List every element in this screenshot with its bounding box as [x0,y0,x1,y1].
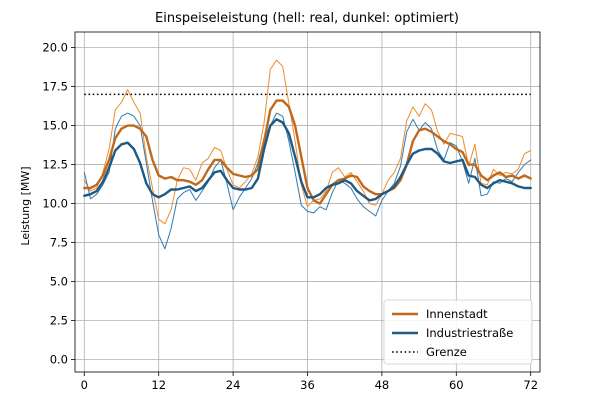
y-tick-label: 20.0 [42,41,68,55]
y-tick-label: 0.0 [50,353,68,367]
y-axis-label: Leistung [MW] [19,166,32,245]
axis-layer: 0 12 24 36 48 60 72 0.0 2.5 5.0 7.5 10.0 12.5 15.0 17.… [42,31,541,392]
y-tick-label: 5.0 [50,275,68,289]
y-tick-label: 10.0 [42,197,68,211]
x-tick-label: 72 [523,378,538,392]
grid-layer [75,32,540,372]
legend: Innenstadt Industriestraße Grenze [383,299,533,365]
innenstadt-optimiert-line [83,99,532,205]
x-tick-label: 24 [226,378,241,392]
y-tick-label: 7.5 [50,236,68,250]
x-tick-label: 0 [81,378,88,392]
legend-label-industriestra-e: Industriestraße [426,326,513,340]
x-tick-label: 60 [449,378,464,392]
series-real-line [83,59,532,225]
legend-box [383,299,533,365]
chart-title: Einspeiseleistung (hell: real, dunkel: o… [155,11,459,26]
y-tick-label: 15.0 [42,119,68,133]
y-tick-label: 2.5 [50,314,68,328]
legend-label-innenstadt: Innenstadt [426,307,488,321]
series-real-line [83,112,532,250]
industriestra-e-optimiert-line [83,118,532,202]
x-tick-label: 48 [375,378,390,392]
x-tick-label: 12 [151,378,166,392]
plot-layer [83,59,532,250]
y-tick-label: 17.5 [42,80,68,94]
legend-label-grenze: Grenze [426,345,467,359]
x-tick-label: 36 [300,378,315,392]
y-tick-label: 12.5 [42,158,68,172]
